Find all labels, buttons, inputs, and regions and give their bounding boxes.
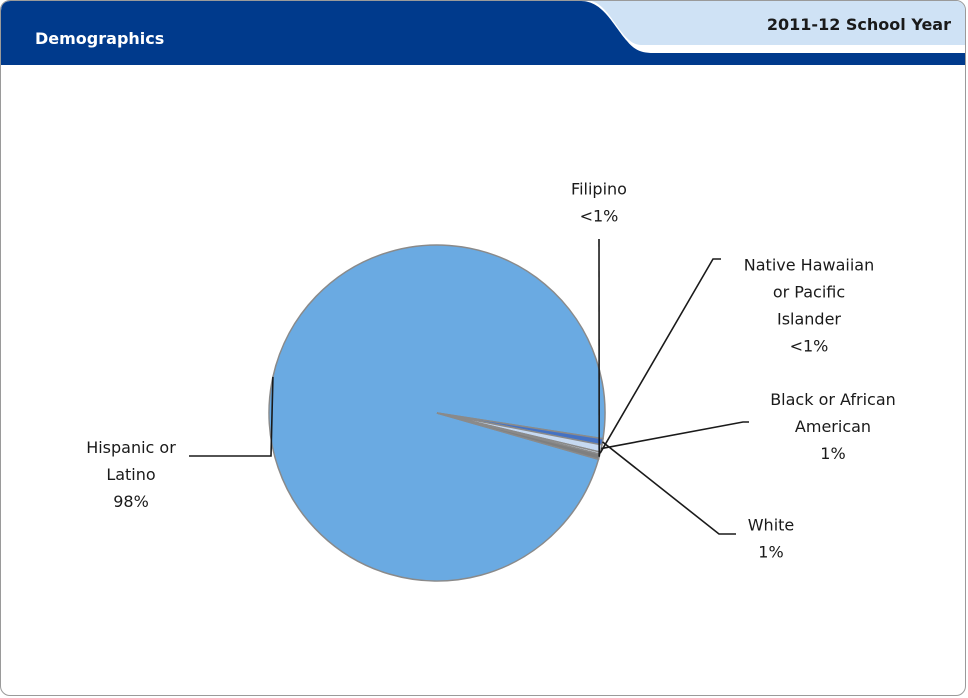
leader-line-2 — [601, 421, 749, 450]
leader-lines — [189, 238, 749, 535]
slice-label-4: Filipino <1% — [571, 180, 627, 226]
leader-line-3 — [599, 258, 721, 454]
header-shape — [1, 1, 965, 65]
title-bar — [1, 1, 965, 65]
slice-label-0: Hispanic or Latino 98% — [86, 438, 176, 511]
slice-label-3: Native Hawaiian or Pacific Islander <1% — [744, 256, 874, 356]
slice-label-2: Black or African American 1% — [770, 390, 896, 463]
slice-label-1: White 1% — [748, 516, 795, 562]
slice-labels: Hispanic or Latino 98% White 1% Black or Afri… — [86, 180, 896, 562]
panel-header: Demographics 2011-12 School Year — [1, 1, 965, 65]
leader-line-1 — [602, 441, 736, 535]
school-year-label: 2011-12 School Year — [766, 15, 951, 34]
panel-title: Demographics — [35, 29, 165, 48]
pie-slices — [268, 244, 606, 582]
leader-line-0 — [189, 376, 274, 457]
year-tab — [561, 1, 965, 45]
